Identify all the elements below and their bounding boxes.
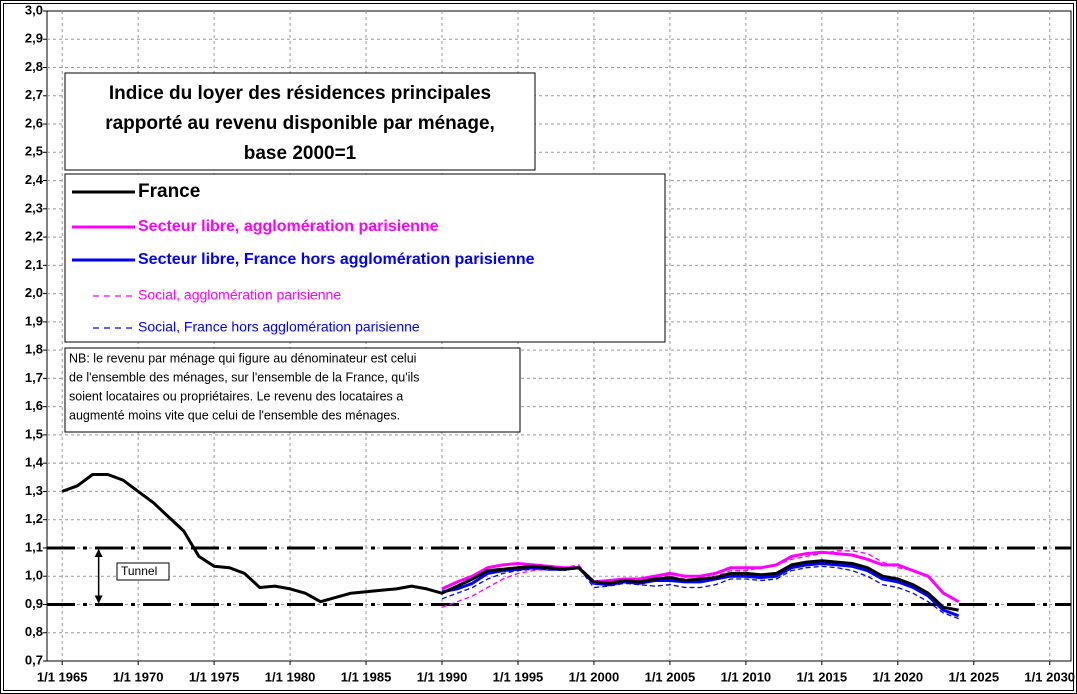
x-tick-label: 1/1 2030 (1024, 669, 1075, 684)
y-tick-label: 2,0 (25, 285, 43, 300)
x-tick-label: 1/1 1995 (493, 669, 544, 684)
y-tick-label: 3,0 (25, 2, 43, 17)
x-tick-label: 1/1 1990 (417, 669, 468, 684)
y-tick-label: 1,3 (25, 483, 43, 498)
legend-label: Social, agglomération parisienne (138, 287, 341, 303)
series-line (61, 473, 959, 612)
y-tick-label: 2,4 (25, 172, 44, 187)
x-tick-label: 1/1 1980 (265, 669, 316, 684)
x-tick-label: 1/1 1965 (37, 669, 88, 684)
legend-label: France (138, 181, 200, 202)
legend-box (64, 173, 666, 343)
y-tick-label: 1,4 (25, 455, 44, 470)
x-tick-label: 1/1 1975 (189, 669, 240, 684)
y-tick-label: 2,8 (25, 59, 43, 74)
x-tick-label: 1/1 2020 (872, 669, 923, 684)
legend-label: Social, France hors agglomération parisi… (138, 319, 420, 335)
series-line (441, 565, 959, 620)
x-tick-label: 1/1 2005 (645, 669, 696, 684)
note-box (64, 347, 521, 433)
inner-frame (3, 3, 1074, 691)
annotation: Tunnel (121, 564, 157, 578)
series-line (441, 550, 960, 604)
note-text: NB: le revenu par ménage qui figure au d… (69, 351, 416, 365)
x-tick-label: 1/1 2025 (948, 669, 999, 684)
y-tick-label: 2,9 (25, 31, 43, 46)
y-tick-label: 2,1 (25, 257, 43, 272)
x-tick-label: 1/1 1970 (113, 669, 164, 684)
x-tick-label: 1/1 2000 (569, 669, 620, 684)
chart-title: rapporté au revenu disponible par ménage… (105, 113, 495, 134)
legend-label: Secteur libre, agglomération parisienne (138, 218, 439, 235)
y-tick-label: 2,2 (25, 229, 43, 244)
y-tick-label: 2,5 (25, 144, 43, 159)
y-tick-label: 1,5 (25, 426, 43, 441)
y-tick-label: 2,6 (25, 115, 43, 130)
title-box (64, 72, 536, 171)
chart-title: base 2000=1 (244, 143, 357, 164)
note-text: soient locataires ou propriétaires. Le r… (69, 389, 403, 403)
chart-title: Indice du loyer des résidences principal… (109, 83, 491, 104)
y-tick-label: 1,9 (25, 313, 43, 328)
y-tick-label: 1,6 (25, 398, 43, 413)
y-tick-label: 1,8 (25, 342, 43, 357)
y-tick-label: 2,7 (25, 87, 43, 102)
note-text: augmenté moins vite que celui de l'ensem… (69, 408, 400, 422)
x-tick-label: 1/1 2010 (721, 669, 772, 684)
y-tick-label: 0,9 (25, 596, 43, 611)
note-text: de l'ensemble des ménages, sur l'ensembl… (69, 370, 419, 384)
y-tick-label: 1,0 (25, 568, 43, 583)
y-tick-label: 1,1 (25, 539, 43, 554)
y-tick-label: 0,7 (25, 652, 43, 667)
annotation-box (116, 562, 170, 581)
y-tick-label: 2,3 (25, 200, 43, 215)
y-tick-label: 0,8 (25, 624, 43, 639)
x-tick-label: 1/1 1985 (341, 669, 392, 684)
x-tick-label: 1/1 2015 (797, 669, 848, 684)
y-tick-label: 1,2 (25, 511, 43, 526)
y-tick-label: 1,7 (25, 370, 43, 385)
legend-label: Secteur libre, France hors agglomération… (138, 251, 535, 268)
